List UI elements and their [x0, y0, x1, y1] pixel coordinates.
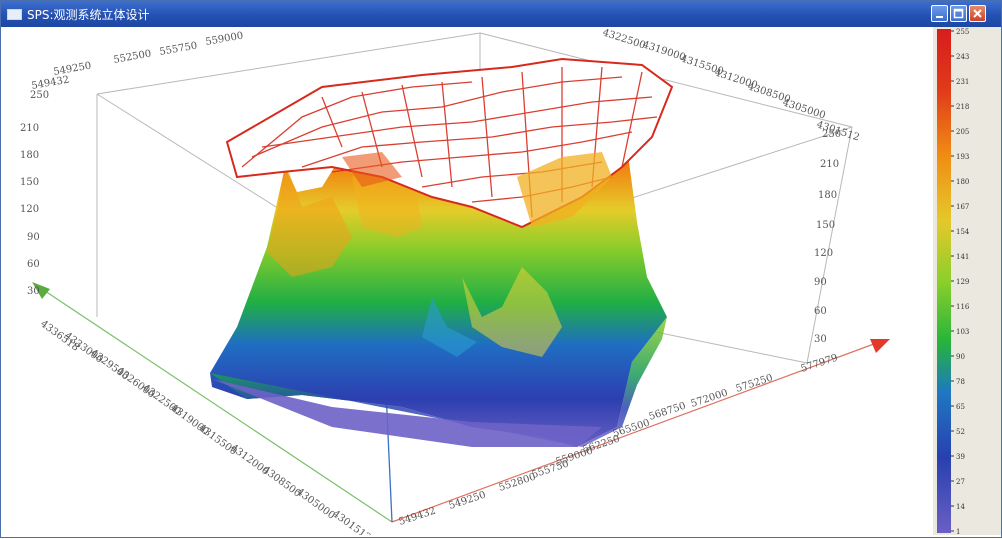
color-scale-tick-label: 116: [956, 303, 970, 311]
color-scale: 2552432312182051931801671541411291161039…: [937, 28, 970, 536]
x-tick-10: 575250: [735, 373, 775, 395]
maximize-button[interactable]: [950, 5, 967, 22]
color-scale-tick-label: 243: [956, 53, 969, 61]
z-tick-right-1: 250: [822, 129, 841, 140]
back-y-tick-6: 4305000: [781, 97, 827, 121]
z-tick-left-7: 60: [27, 259, 40, 270]
z-tick-left-8: 30: [27, 286, 40, 297]
x-axis-arrow: [870, 339, 890, 353]
title-bar[interactable]: SPS:观测系统立体设计: [1, 1, 1001, 27]
color-scale-panel: 255 243 231 218 205 193 180 167 154 141 129 116 103 9…: [933, 27, 1001, 536]
3d-surface-plot[interactable]: 250 210 180 150 120 90 60 30 250 210 180…: [2, 27, 932, 535]
maximize-icon: [953, 8, 964, 19]
x-tick-8: 568750: [648, 401, 688, 423]
x-tick-9: 572000: [690, 388, 730, 410]
x-tick-11: 577979: [800, 353, 840, 375]
z-tick-right-4: 150: [816, 220, 835, 231]
color-scale-tick-label: 180: [956, 178, 969, 186]
color-scale-tick-label: 65: [956, 403, 965, 411]
z-tick-right-8: 30: [814, 334, 827, 345]
x-tick-2: 549250: [448, 490, 488, 512]
color-scale-tick-label: 1: [956, 528, 960, 535]
z-tick-right-2: 210: [820, 159, 839, 170]
color-scale-tick-label: 205: [956, 128, 969, 136]
y-axis-line: [41, 288, 393, 523]
topographic-overlay: [225, 57, 674, 229]
window-title: SPS:观测系统立体设计: [27, 8, 150, 22]
z-tick-right-5: 120: [814, 248, 833, 259]
z-tick-right-3: 180: [818, 190, 837, 201]
x-tick-1: 549432: [398, 506, 438, 528]
minimize-icon: [936, 16, 943, 18]
color-scale-tick-label: 141: [956, 253, 969, 261]
back-x-ticks: 549432 549250 552500 555750 559000: [31, 30, 245, 91]
z-axis-ticks-left: 250 210 180 150 120 90 60 30: [20, 90, 49, 297]
color-scale-tick-label: 52: [956, 428, 965, 436]
close-icon: [973, 9, 982, 18]
color-scale-tick-label: 231: [956, 78, 969, 86]
y-tick-11: 4301512: [330, 509, 373, 535]
back-y-tick-1: 4322500: [601, 27, 647, 51]
color-scale-tick-label: 218: [956, 103, 969, 111]
back-x-tick-5: 559000: [205, 30, 245, 47]
x-axis-line: [391, 340, 883, 523]
color-scale-tick-label: 129: [956, 278, 969, 286]
color-scale-tick-label: 255: [956, 28, 969, 36]
z-tick-right-6: 90: [814, 277, 827, 288]
back-x-tick-1: 549432: [31, 74, 71, 91]
window-icon: [7, 9, 22, 20]
color-scale-tick-label: 154: [956, 228, 970, 236]
z-tick-right-7: 60: [814, 306, 827, 317]
back-x-tick-2: 549250: [53, 60, 93, 77]
z-tick-left-2: 210: [20, 123, 39, 134]
minimize-button[interactable]: [931, 5, 948, 22]
color-scale-ticks: 2552432312182051931801671541411291161039…: [951, 28, 970, 536]
z-tick-left-1: 250: [30, 90, 49, 101]
z-axis-ticks-right: 250 210 180 150 120 90 60 30: [814, 129, 841, 345]
color-scale-bar: [937, 29, 951, 533]
color-scale-tick-label: 39: [956, 453, 965, 461]
color-scale-tick-label: 167: [956, 203, 969, 211]
color-scale-tick-label: 90: [956, 353, 965, 361]
z-tick-left-5: 120: [20, 204, 39, 215]
color-scale-tick-label: 27: [956, 478, 965, 486]
z-tick-left-4: 150: [20, 177, 39, 188]
color-scale-tick-label: 78: [956, 378, 965, 386]
color-scale-tick-label: 14: [956, 503, 965, 511]
back-x-tick-4: 555750: [159, 40, 199, 57]
color-scale-tick-label: 193: [956, 153, 969, 161]
y-axis-arrow: [32, 282, 50, 299]
color-scale-tick-label: 103: [956, 328, 969, 336]
z-tick-left-3: 180: [20, 150, 39, 161]
z-tick-left-6: 90: [27, 232, 40, 243]
close-button[interactable]: [969, 5, 986, 22]
back-x-tick-3: 552500: [113, 48, 153, 65]
